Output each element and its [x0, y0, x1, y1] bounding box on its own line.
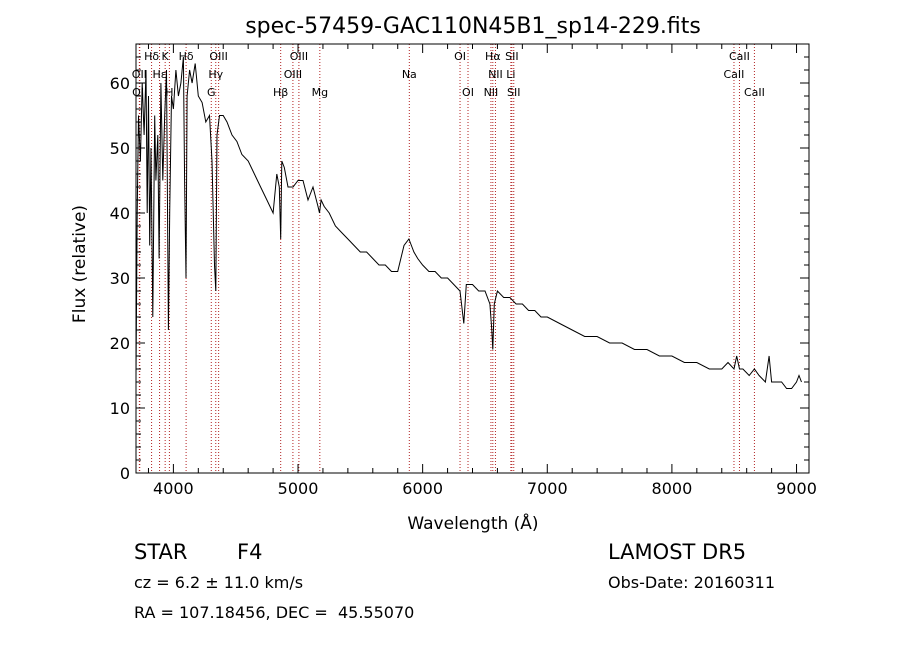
y-tick-label: 40	[110, 204, 130, 223]
line-label: Li	[506, 68, 515, 81]
spectral-subclass: F4	[237, 540, 263, 564]
y-tick-label: 50	[110, 139, 130, 158]
observation-date: Obs-Date: 20160311	[608, 573, 776, 592]
line-label: NII	[484, 86, 499, 99]
y-tick-label: 60	[110, 74, 130, 93]
y-tick-label: 30	[110, 269, 130, 288]
line-label: OI	[462, 86, 474, 99]
x-tick-label: 5000	[278, 479, 319, 498]
flux-series-line	[135, 56, 802, 389]
redshift-value: cz = 6.2 ± 11.0 km/s	[134, 573, 304, 592]
x-tick-label: 6000	[402, 479, 443, 498]
line-label: Na	[402, 68, 417, 81]
line-label: SII	[505, 50, 518, 63]
line-label: OI	[454, 50, 466, 63]
x-tick-label: 7000	[527, 479, 568, 498]
line-label: K	[162, 50, 170, 63]
coordinates: RA = 107.18456, DEC = 45.55070	[134, 603, 415, 622]
y-tick-label: 20	[110, 334, 130, 353]
survey-name: LAMOST DR5	[608, 540, 747, 564]
line-label: Hδ	[144, 50, 159, 63]
chart-title: spec-57459-GAC110N45B1_sp14-229.fits	[245, 14, 701, 39]
y-axis-label: Flux (relative)	[70, 205, 90, 323]
emission-line-markers	[138, 44, 755, 473]
x-axis-label: Wavelength (Å)	[407, 512, 538, 534]
line-label: CaII	[729, 50, 750, 63]
line-label: SII	[507, 86, 520, 99]
x-tick-label: 8000	[652, 479, 693, 498]
y-tick-label: 0	[120, 464, 130, 483]
line-label: NII	[488, 68, 503, 81]
y-tick-label: 10	[110, 399, 130, 418]
line-label: G	[207, 86, 216, 99]
axes: 4000 5000 6000 7000 8000 9000 0 10 20 30 40 50 60	[110, 44, 817, 498]
line-label: CaII	[724, 68, 745, 81]
line-label: OIII	[209, 50, 227, 63]
line-label: Hε	[152, 68, 166, 81]
line-label: Mg	[312, 86, 328, 99]
line-label: CaII	[744, 86, 765, 99]
line-label: OIII	[290, 50, 308, 63]
plot-frame	[135, 43, 810, 474]
line-label: H	[165, 86, 173, 99]
line-label: Hα	[485, 50, 501, 63]
x-tick-label: 9000	[776, 479, 817, 498]
line-label: Hδ	[179, 50, 194, 63]
line-label: Hβ	[273, 86, 288, 99]
object-class: STAR	[134, 540, 188, 564]
line-label: Hγ	[208, 68, 223, 81]
x-tick-label: 4000	[153, 479, 194, 498]
line-label: OIII	[284, 68, 302, 81]
